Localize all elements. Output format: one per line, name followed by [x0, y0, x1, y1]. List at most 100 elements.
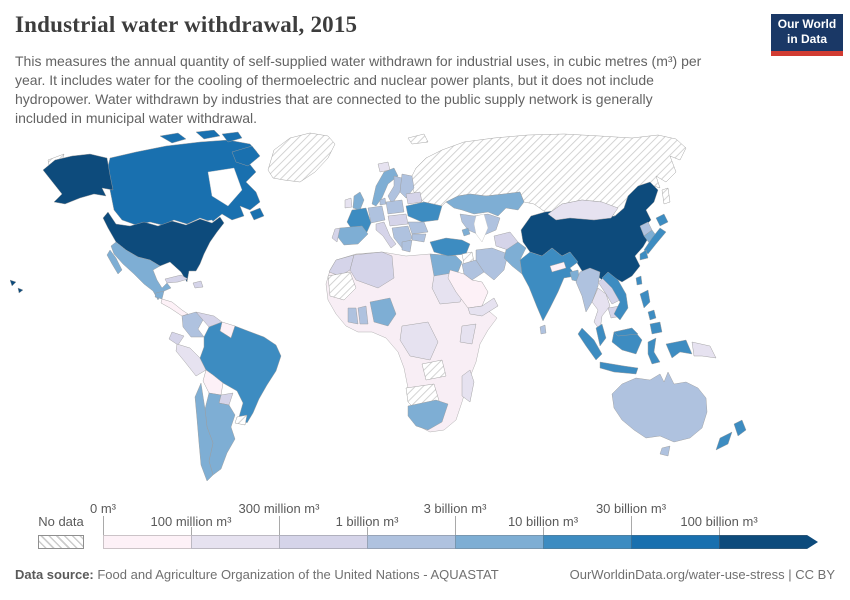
country-philippines-mindanao[interactable]: [649, 321, 663, 335]
country-new-zealand-north[interactable]: [733, 419, 747, 437]
country-greenland[interactable]: [267, 132, 336, 183]
country-south-africa[interactable]: [407, 399, 449, 431]
country-canada-island[interactable]: [195, 130, 221, 140]
country-dr-congo[interactable]: [399, 321, 439, 361]
country-spain[interactable]: [336, 225, 369, 246]
legend-bin-6[interactable]: [543, 535, 631, 549]
legend-arrow: [807, 535, 818, 549]
country-canada-baffin[interactable]: [231, 145, 261, 167]
country-new-zealand-south[interactable]: [715, 431, 733, 451]
country-philippines-luzon[interactable]: [639, 289, 651, 309]
country-portugal[interactable]: [331, 227, 341, 243]
country-azerbaijan[interactable]: [461, 227, 471, 237]
country-greece[interactable]: [401, 239, 413, 253]
country-philippines-visayas[interactable]: [647, 309, 657, 321]
country-japan-honshu[interactable]: [643, 227, 667, 255]
subtitle-line: This measures the annual quantity of sel…: [15, 53, 702, 69]
country-kenya[interactable]: [459, 323, 477, 345]
country-algeria[interactable]: [349, 251, 395, 289]
country-india[interactable]: [519, 247, 579, 322]
country-japan-hokkaido[interactable]: [655, 213, 669, 227]
country-cuba[interactable]: [164, 274, 189, 284]
country-chile[interactable]: [194, 382, 214, 482]
data-source-value: Food and Agriculture Organization of the…: [93, 567, 499, 582]
country-uruguay[interactable]: [234, 414, 248, 426]
legend-bin-5[interactable]: [455, 535, 543, 549]
country-ghana[interactable]: [357, 305, 369, 325]
country-saudi-arabia[interactable]: [447, 269, 489, 309]
country-dominican-republic[interactable]: [192, 280, 204, 289]
country-alaska[interactable]: [42, 153, 114, 205]
country-nigeria[interactable]: [369, 297, 397, 327]
country-germany[interactable]: [367, 205, 386, 224]
country-canada-island[interactable]: [221, 131, 243, 143]
country-ukraine[interactable]: [405, 201, 443, 223]
country-russia-sakhalin[interactable]: [661, 187, 671, 205]
country-mexico-baja[interactable]: [106, 249, 123, 275]
legend-bin-7[interactable]: [631, 535, 719, 549]
world-map: [10, 130, 747, 482]
country-romania[interactable]: [407, 221, 429, 235]
country-oman-yemen[interactable]: [467, 297, 499, 317]
country-svalbard[interactable]: [407, 133, 429, 145]
country-turkey[interactable]: [429, 237, 471, 257]
owid-logo[interactable]: Our World in Data: [771, 14, 843, 56]
country-bulgaria[interactable]: [411, 233, 427, 243]
country-hawaii[interactable]: [17, 287, 24, 294]
country-italy[interactable]: [375, 221, 397, 249]
legend-tick-label: 1 billion m³: [335, 514, 399, 529]
country-ecuador[interactable]: [168, 331, 185, 346]
chart-title: Industrial water withdrawal, 2015: [15, 12, 358, 37]
country-peru[interactable]: [175, 343, 207, 377]
country-nepal[interactable]: [549, 261, 567, 273]
country-australia-tasmania[interactable]: [659, 445, 671, 457]
legend-bin-3[interactable]: [279, 535, 367, 549]
country-canada-newfoundland[interactable]: [249, 207, 265, 221]
country-thailand[interactable]: [591, 287, 611, 331]
country-japan-kyushu[interactable]: [639, 249, 649, 261]
legend-bin-8[interactable]: [719, 535, 807, 549]
legend-tick-label: 100 billion m³: [680, 514, 758, 529]
country-taiwan[interactable]: [635, 275, 643, 286]
country-belarus[interactable]: [405, 191, 423, 205]
legend-no-data-swatch[interactable]: [38, 535, 84, 549]
country-hawaii[interactable]: [10, 279, 17, 287]
country-indonesia-sulawesi[interactable]: [647, 337, 661, 365]
country-iraq[interactable]: [461, 259, 485, 281]
country-vietnam[interactable]: [601, 271, 629, 321]
country-nicaragua[interactable]: [160, 298, 189, 317]
country-finland[interactable]: [399, 173, 415, 199]
country-cote-divoire[interactable]: [347, 307, 359, 325]
legend-no-data-label: No data: [38, 514, 84, 529]
country-indonesia-java[interactable]: [599, 361, 639, 375]
country-sri-lanka[interactable]: [539, 324, 547, 335]
country-canada-island[interactable]: [159, 132, 187, 144]
country-poland[interactable]: [385, 199, 405, 215]
country-papua-new-guinea[interactable]: [691, 341, 717, 359]
country-canada[interactable]: [105, 139, 261, 226]
country-ireland[interactable]: [344, 197, 353, 209]
country-mongolia[interactable]: [547, 199, 619, 221]
country-australia[interactable]: [611, 371, 708, 443]
country-iran[interactable]: [475, 247, 509, 281]
country-united-kingdom[interactable]: [352, 191, 365, 211]
country-malaysia[interactable]: [595, 323, 607, 347]
country-hungary[interactable]: [387, 213, 409, 227]
data-source-label: Data source:: [15, 567, 94, 582]
legend-bin-1[interactable]: [103, 535, 191, 549]
country-kazakhstan[interactable]: [445, 191, 525, 217]
country-denmark[interactable]: [379, 197, 387, 206]
subtitle-line: year. It includes water for the cooling …: [15, 72, 654, 88]
country-norway[interactable]: [371, 167, 399, 207]
legend-bin-2[interactable]: [191, 535, 279, 549]
country-indonesia-papua[interactable]: [665, 339, 693, 359]
legend-bin-4[interactable]: [367, 535, 455, 549]
country-mauritania[interactable]: [327, 271, 357, 301]
country-malaysia-borneo[interactable]: [613, 327, 639, 337]
country-madagascar[interactable]: [461, 369, 475, 403]
country-indonesia-sumatra[interactable]: [577, 327, 603, 361]
country-zambia[interactable]: [421, 359, 447, 381]
chart-subtitle: This measures the annual quantity of sel…: [15, 52, 701, 128]
license-link[interactable]: OurWorldinData.org/water-use-stress | CC…: [569, 567, 835, 582]
